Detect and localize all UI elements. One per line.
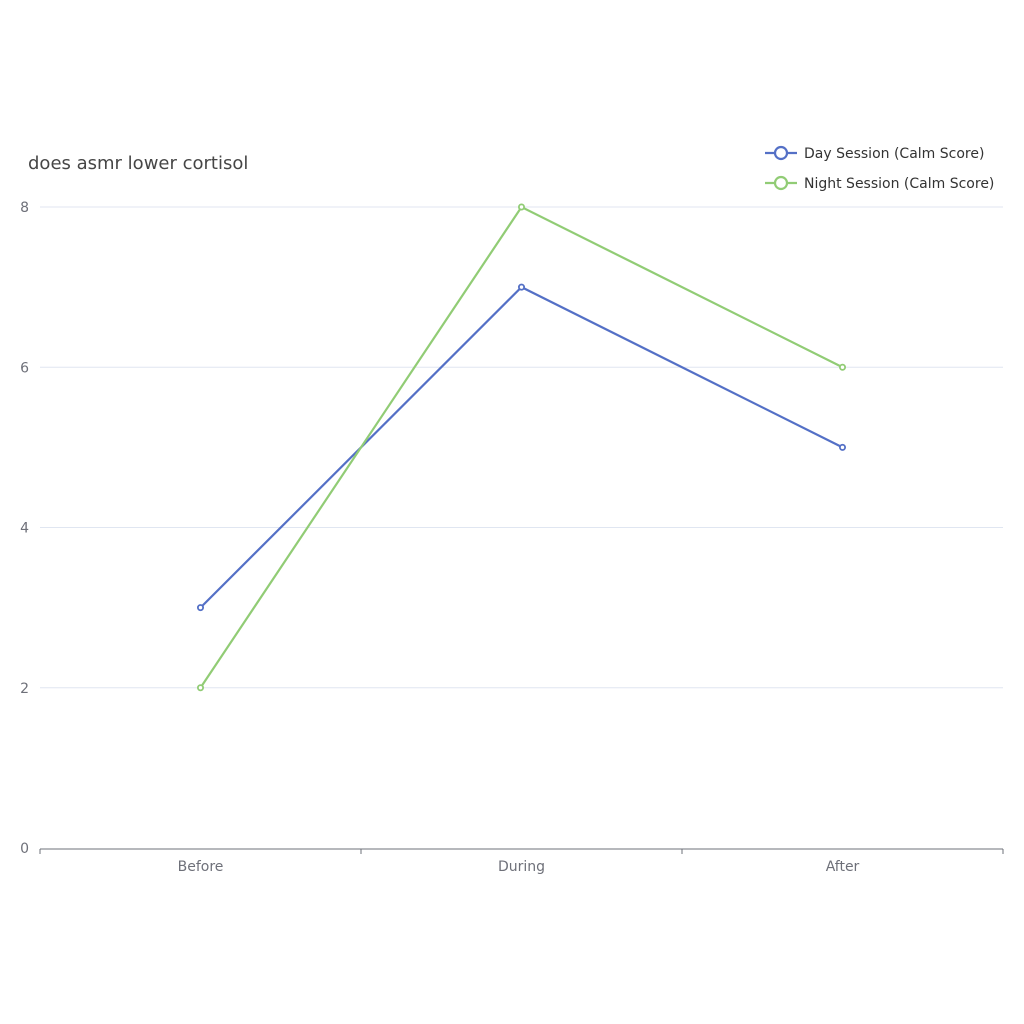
data-point (196, 604, 204, 612)
x-tick-label: After (826, 859, 860, 875)
y-tick-label: 4 (20, 521, 29, 537)
legend-label: Day Session (Calm Score) (804, 146, 984, 162)
data-point (518, 283, 526, 291)
grid-lines (40, 206, 1003, 689)
series-line (199, 205, 843, 689)
series-line (199, 285, 843, 609)
x-tick-label: During (498, 859, 545, 875)
series-group (196, 203, 847, 692)
y-tick-label: 0 (20, 841, 29, 857)
y-tick-label: 8 (20, 200, 29, 216)
data-point (196, 684, 204, 692)
data-point (518, 203, 526, 211)
legend: Day Session (Calm Score) Night Session (C… (765, 145, 994, 192)
x-tick-label: Before (178, 859, 224, 875)
y-tick-label: 6 (20, 360, 29, 376)
chart-title: does asmr lower cortisol (28, 153, 248, 174)
y-tick-label: 2 (20, 681, 29, 697)
data-point (839, 443, 847, 451)
data-point (839, 363, 847, 371)
legend-circle-icon (773, 145, 789, 161)
legend-circle-icon (773, 175, 789, 191)
legend-label: Night Session (Calm Score) (804, 176, 994, 192)
axes: 0 2 4 6 8 Before During After (20, 200, 1004, 875)
